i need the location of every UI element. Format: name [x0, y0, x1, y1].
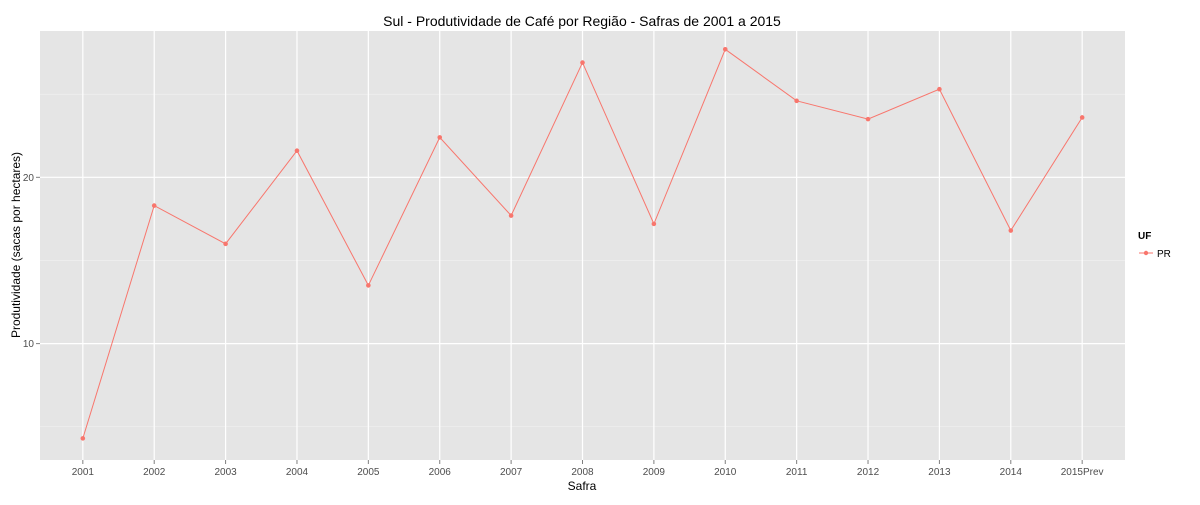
data-point — [508, 213, 514, 218]
x-tick-label: 2011 — [786, 467, 808, 478]
x-tick-label: 2004 — [286, 467, 309, 478]
legend-label-pr: PR — [1157, 249, 1171, 260]
data-point — [865, 116, 871, 122]
x-tick-label: 2012 — [857, 467, 880, 478]
x-axis: 2001 2002 2003 2004 2005 2006 2007 2008 2009 2010… — [72, 460, 1104, 478]
data-point — [1079, 115, 1085, 120]
x-tick-label: 2015Prev — [1061, 467, 1104, 478]
y-tick-label: 20 — [23, 173, 35, 184]
grid-major — [40, 31, 1125, 460]
data-point — [366, 283, 371, 288]
x-tick-label: 2009 — [643, 467, 666, 478]
x-tick-label: 2002 — [143, 467, 166, 478]
legend: UF PR — [1138, 231, 1171, 260]
data-point — [794, 98, 799, 104]
x-tick-label: 2007 — [500, 467, 523, 478]
x-tick-label: 2013 — [928, 467, 951, 478]
x-tick-label: 2014 — [1000, 467, 1023, 478]
data-point — [151, 203, 157, 208]
data-point — [937, 86, 942, 92]
x-axis-title: Safra — [568, 479, 597, 493]
data-point — [1008, 228, 1014, 233]
y-tick-label: 10 — [23, 339, 35, 350]
x-tick-label: 2003 — [214, 467, 237, 478]
data-point — [722, 46, 728, 52]
data-point — [580, 60, 585, 65]
legend-key-point — [1143, 250, 1149, 256]
x-tick-label: 2008 — [571, 467, 594, 478]
data-point — [223, 241, 228, 247]
data-point — [294, 148, 300, 154]
y-axis-title: Produtividade (sacas por hectares) — [9, 152, 23, 338]
y-axis: 10 20 — [23, 173, 40, 350]
legend-title: UF — [1138, 231, 1151, 242]
x-tick-label: 2010 — [714, 467, 737, 478]
x-tick-label: 2001 — [72, 467, 95, 478]
chart-title: Sul - Produtividade de Café por Região -… — [383, 13, 781, 29]
x-tick-label: 2005 — [357, 467, 380, 478]
series-layer — [80, 46, 1085, 441]
data-point — [437, 135, 443, 140]
data-point — [80, 436, 86, 441]
x-tick-label: 2006 — [429, 467, 452, 478]
data-point — [651, 221, 657, 227]
